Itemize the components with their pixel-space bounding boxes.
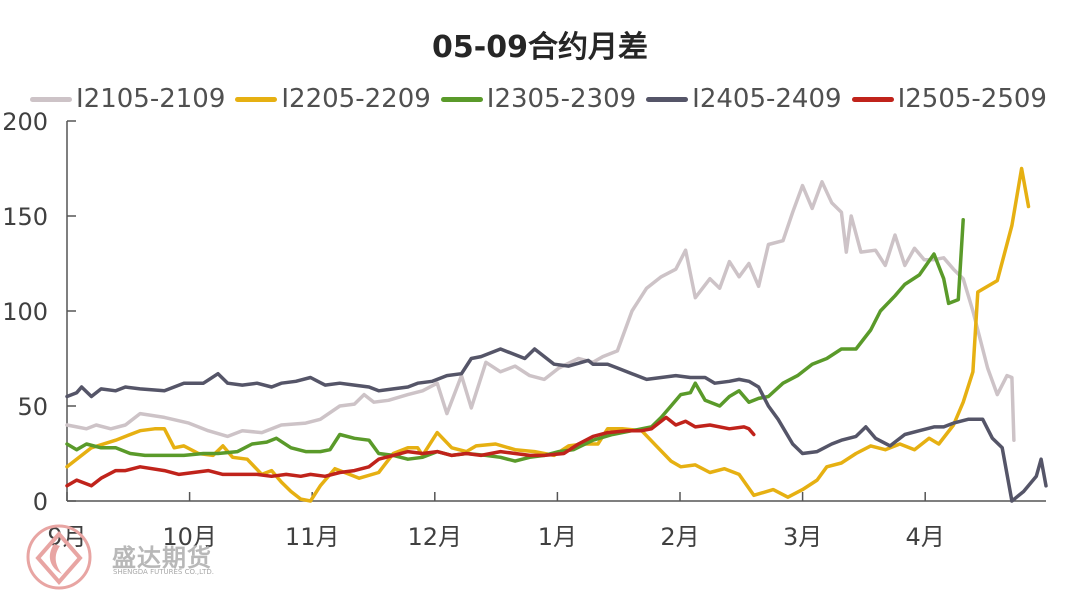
series-line-I2305-2309 — [65, 218, 965, 463]
x-tick-label: 3月 — [783, 523, 822, 551]
x-tick-label: 4月 — [906, 523, 945, 551]
y-tick-label: 100 — [2, 298, 48, 326]
legend-label: I2405-2409 — [692, 84, 842, 114]
legend-swatch-icon — [440, 96, 483, 102]
chart-title: 05-09合约月差 — [432, 30, 648, 65]
chart-legend: I2105-2109 I2205-2209 I2305-2309 I2405-2… — [30, 84, 1057, 114]
legend-swatch-icon — [30, 96, 72, 102]
series-line-I2405-2409 — [65, 347, 1048, 503]
legend-item-2105[interactable]: I2105-2109 — [30, 84, 225, 114]
y-tick-label: 150 — [2, 203, 48, 231]
legend-item-2305[interactable]: I2305-2309 — [440, 84, 637, 114]
x-tick-label: 2月 — [660, 523, 699, 551]
series-line-I2205-2209 — [65, 166, 1031, 503]
legend-item-2405[interactable]: I2405-2409 — [646, 84, 842, 114]
x-tick-label: 11月 — [285, 523, 340, 551]
legend-label: I2305-2309 — [486, 84, 637, 114]
x-tick-label: 12月 — [408, 523, 463, 551]
series-line-I2105-2109 — [65, 180, 1016, 442]
legend-label: I2505-2509 — [897, 84, 1047, 114]
series-lines — [65, 166, 1048, 503]
legend-swatch-icon — [235, 96, 278, 102]
company-name-cn: 盛达期货 — [112, 544, 212, 572]
series-line-I2505-2509 — [65, 415, 756, 488]
legend-item-2505[interactable]: I2505-2509 — [851, 84, 1047, 114]
company-logo-icon — [26, 524, 92, 590]
company-name-en: SHENGDA FUTURES CO.,LTD. — [113, 568, 214, 576]
legend-label: I2105-2109 — [76, 84, 226, 114]
legend-label: I2205-2209 — [281, 84, 431, 114]
x-tick-label: 10月 — [162, 523, 217, 551]
y-tick-label: 200 — [2, 108, 48, 136]
legend-swatch-icon — [646, 96, 689, 102]
y-tick-label: 0 — [33, 488, 48, 516]
legend-item-2205[interactable]: I2205-2209 — [235, 84, 431, 114]
legend-swatch-icon — [851, 96, 894, 102]
y-tick-label: 50 — [17, 393, 48, 421]
x-tick-label: 1月 — [538, 523, 577, 551]
